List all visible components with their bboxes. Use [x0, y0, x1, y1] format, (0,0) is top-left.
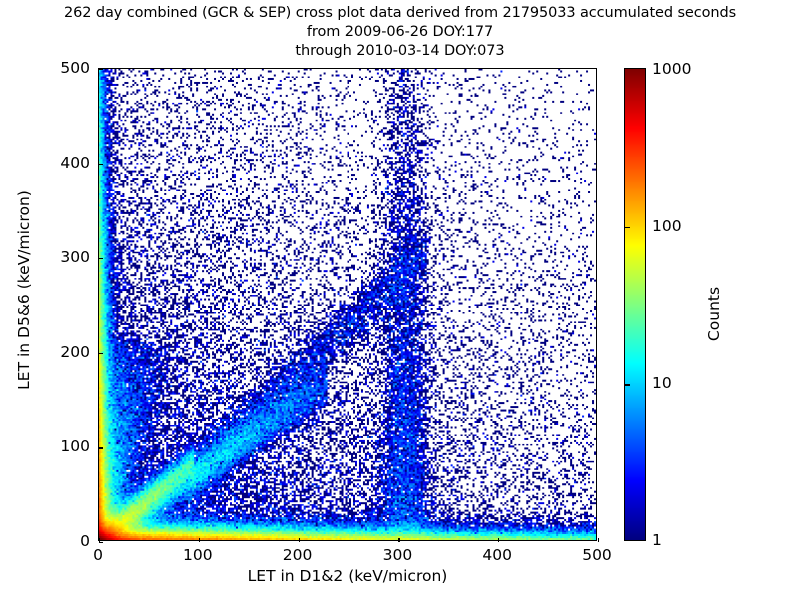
colorbar-tick-10 — [625, 384, 630, 386]
title-line-2: from 2009-06-26 DOY:177 — [306, 24, 494, 40]
x-tick-0 — [99, 538, 101, 542]
x-tick-200 — [298, 538, 300, 542]
y-tick-label-300: 300 — [60, 248, 90, 267]
x-tick-label-400: 400 — [482, 546, 512, 564]
x-tick-100 — [198, 538, 201, 542]
y-tick-label-0: 0 — [80, 532, 90, 550]
title-line-3: through 2010-03-14 DOY:073 — [295, 43, 505, 59]
y-tick-label-100: 100 — [60, 437, 90, 456]
x-tick-400 — [498, 538, 500, 542]
x-tick-label-0: 0 — [93, 546, 103, 564]
colorbar-tick-label-100: 100 — [652, 216, 682, 235]
y-tick-200 — [99, 352, 103, 355]
colorbar — [624, 68, 646, 541]
colorbar-tick-100 — [625, 226, 630, 228]
colorbar-label: Counts — [705, 286, 723, 342]
y-tick-label-400: 400 — [60, 153, 90, 172]
colorbar-tick-label-1: 1 — [652, 531, 662, 549]
y-axis-label: LET in D5&6 (keV/micron) — [15, 190, 33, 390]
x-tick-label-100: 100 — [183, 546, 213, 564]
colorbar-gradient — [625, 69, 645, 540]
heatmap-scatter-canvas — [99, 69, 596, 540]
x-tick-500 — [598, 538, 600, 542]
y-tick-0 — [99, 542, 103, 544]
y-tick-100 — [99, 447, 103, 449]
y-tick-300 — [99, 258, 103, 260]
y-tick-label-200: 200 — [60, 342, 90, 361]
plot-area — [98, 68, 600, 544]
chart-title: 262 day combined (GCR & SEP) cross plot … — [0, 4, 800, 61]
x-axis-label: LET in D1&2 (keV/micron) — [247, 567, 448, 585]
y-tick-label-500: 500 — [60, 59, 90, 77]
x-tick-300 — [398, 538, 400, 542]
y-tick-500 — [99, 69, 103, 71]
x-tick-label-300: 300 — [382, 546, 413, 564]
x-tick-label-200: 200 — [282, 546, 313, 564]
y-tick-400 — [99, 163, 103, 165]
title-line-1: 262 day combined (GCR & SEP) cross plot … — [63, 5, 737, 21]
colorbar-tick-label-10: 10 — [652, 374, 672, 393]
colorbar-tick-label-1000: 1000 — [652, 60, 692, 78]
x-tick-label-500: 500 — [582, 546, 612, 564]
